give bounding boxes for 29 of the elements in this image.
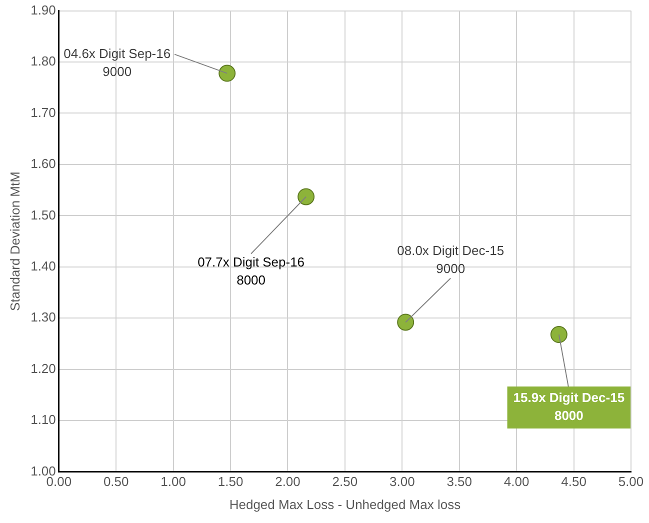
- point: [397, 314, 414, 331]
- y-tick-label: 1.30: [30, 310, 56, 325]
- y-axis-title: Standard Deviation MtM: [7, 172, 22, 312]
- y-tick-label: 1.20: [30, 360, 56, 376]
- annotation: 15.9x Digit Dec-15 8000: [513, 390, 625, 424]
- point: [550, 326, 568, 344]
- y-tick-label: 1.90: [30, 2, 56, 18]
- x-tick-label: 1.00: [160, 474, 186, 490]
- y-tick-label: 1.70: [30, 104, 56, 120]
- annotation: 08.0x Digit Dec-15 9000: [397, 242, 504, 276]
- x-tick-label: 5.00: [618, 474, 644, 490]
- y-tick-label: 1.40: [30, 258, 56, 274]
- x-tick-label: 3.50: [446, 474, 472, 490]
- annotation: 04.6x Digit Sep-16 9000: [64, 46, 171, 79]
- x-tick-label: 1.50: [218, 474, 244, 490]
- x-tick-label: 4.00: [504, 474, 530, 490]
- x-tick-label: 3.00: [390, 474, 415, 490]
- x-tick-label: 0.50: [103, 474, 129, 490]
- point: [218, 64, 236, 82]
- y-tick-label: 1.60: [30, 156, 56, 172]
- x-axis-title: Hedged Max Loss - Unhedged Max loss: [229, 496, 462, 512]
- annotation: 07.7x Digit Sep-16 8000: [198, 254, 305, 288]
- y-tick-label: 1.50: [30, 207, 56, 222]
- point: [298, 188, 315, 206]
- x-tick-label: 2.00: [275, 474, 300, 490]
- y-tick-label: 1.10: [30, 412, 56, 428]
- y-tick-label: 1.80: [30, 54, 56, 69]
- x-tick-label: 2.50: [332, 474, 358, 490]
- x-tick-label: 4.50: [561, 474, 586, 490]
